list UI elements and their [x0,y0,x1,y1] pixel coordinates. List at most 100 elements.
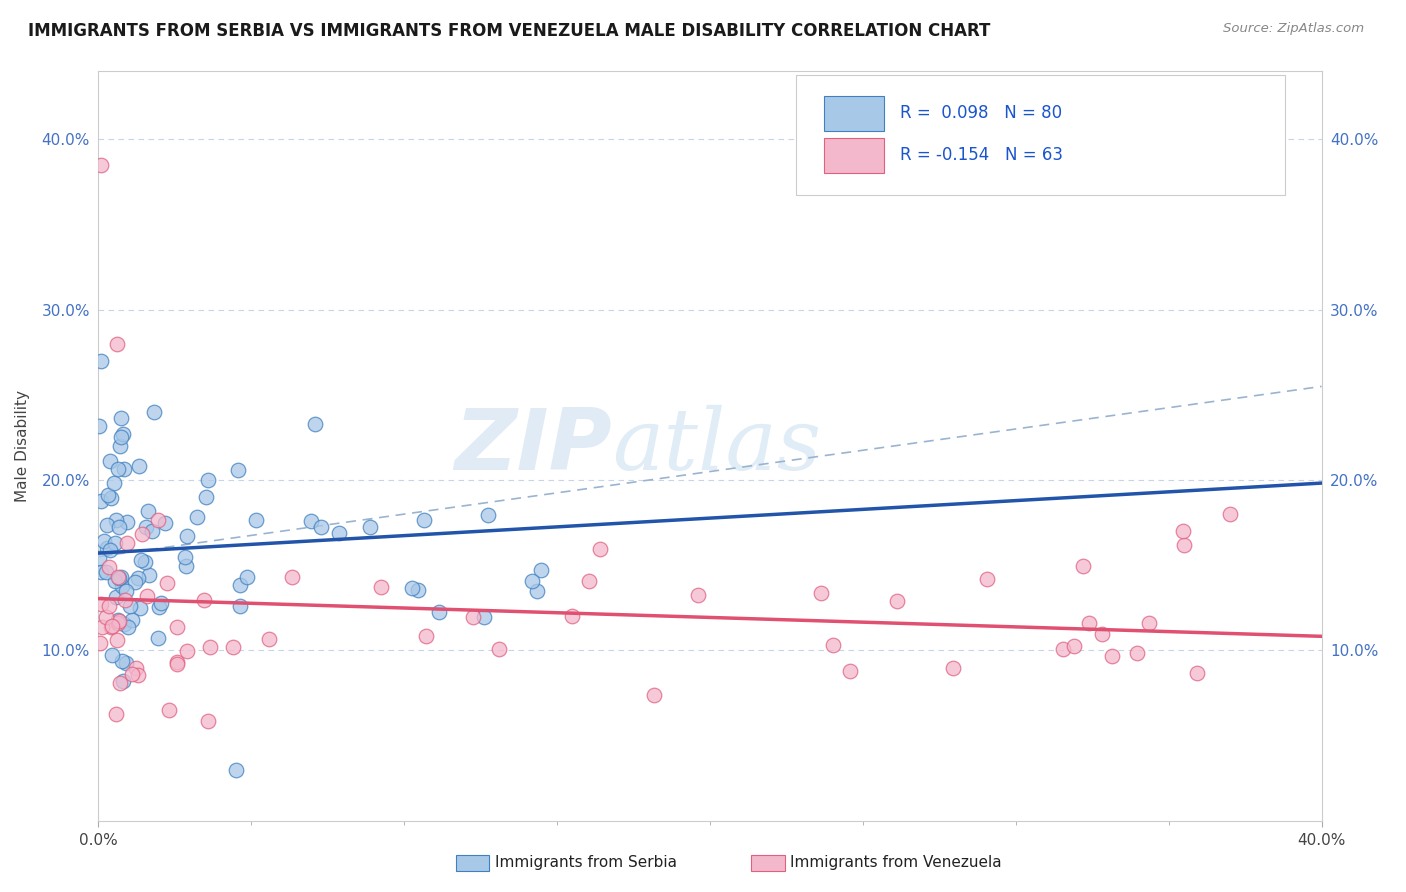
Point [110,410,132,425]
Point [193,593,215,607]
FancyBboxPatch shape [824,96,884,130]
Point [111,579,134,593]
Point [427,605,450,619]
Point [89,636,111,650]
Point [101,648,124,662]
Point [1137,616,1160,631]
Point [124,574,146,589]
Point [686,588,709,602]
Point [1063,639,1085,653]
Point [197,714,219,729]
Point [222,640,245,654]
Point [135,589,157,603]
Point [87,419,110,434]
Point [1126,646,1149,660]
Text: Immigrants from Serbia: Immigrants from Serbia [495,855,676,870]
Point [1171,524,1194,538]
Point [110,654,132,668]
Point [129,553,152,567]
Point [105,632,128,647]
Point [96,610,118,624]
Point [97,488,120,502]
Point [229,599,252,613]
Point [526,583,548,598]
Point [176,559,198,574]
Point [104,574,127,588]
Point [1173,538,1195,552]
Point [1187,665,1209,680]
Y-axis label: Male Disability: Male Disability [15,390,31,502]
Point [578,574,600,588]
Point [198,640,221,654]
Point [110,676,132,690]
Point [1052,641,1074,656]
Point [138,567,160,582]
Point [136,504,159,518]
Point [101,619,124,633]
Point [127,570,149,584]
Point [108,571,131,585]
Point [176,644,198,658]
Point [839,664,862,678]
Point [114,593,136,607]
Point [477,508,499,523]
Point [110,430,132,444]
Point [259,632,281,647]
Point [121,667,143,681]
Point [107,520,129,534]
Text: atlas: atlas [612,405,821,487]
Point [299,514,322,528]
Point [112,617,135,632]
Text: Source: ZipAtlas.com: Source: ZipAtlas.com [1223,22,1364,36]
Point [228,463,250,477]
Point [561,609,583,624]
Point [530,563,553,577]
Point [135,520,157,534]
Point [118,599,141,614]
Text: R =  0.098   N = 80: R = 0.098 N = 80 [900,103,1062,121]
Point [1219,507,1241,521]
Point [406,582,429,597]
Point [105,336,128,351]
Point [886,594,908,608]
Point [104,535,127,549]
Point [520,574,543,588]
Point [166,655,188,669]
Point [96,541,118,556]
Point [108,439,131,453]
Point [90,566,112,580]
Point [103,476,125,491]
Point [245,513,267,527]
Point [1071,559,1094,574]
Point [90,158,112,172]
Point [107,462,129,476]
Point [117,535,139,549]
Point [141,524,163,538]
Point [94,565,117,579]
Point [810,586,832,600]
Point [90,494,112,508]
Point [97,599,120,614]
Point [112,427,135,442]
Text: Immigrants from Venezuela: Immigrants from Venezuela [790,855,1002,870]
Point [114,584,136,599]
Point [131,526,153,541]
Point [107,616,129,631]
Point [589,541,612,556]
Point [111,674,134,689]
Point [105,513,128,527]
Point [98,559,121,574]
Point [90,354,112,368]
Point [174,549,197,564]
Point [117,620,139,634]
Point [104,590,127,604]
Point [128,459,150,474]
Point [195,490,218,504]
Point [401,581,423,595]
Point [166,657,188,671]
Point [107,614,129,628]
Point [1078,616,1101,631]
Point [146,632,169,646]
Point [107,613,129,627]
Point [115,515,138,529]
